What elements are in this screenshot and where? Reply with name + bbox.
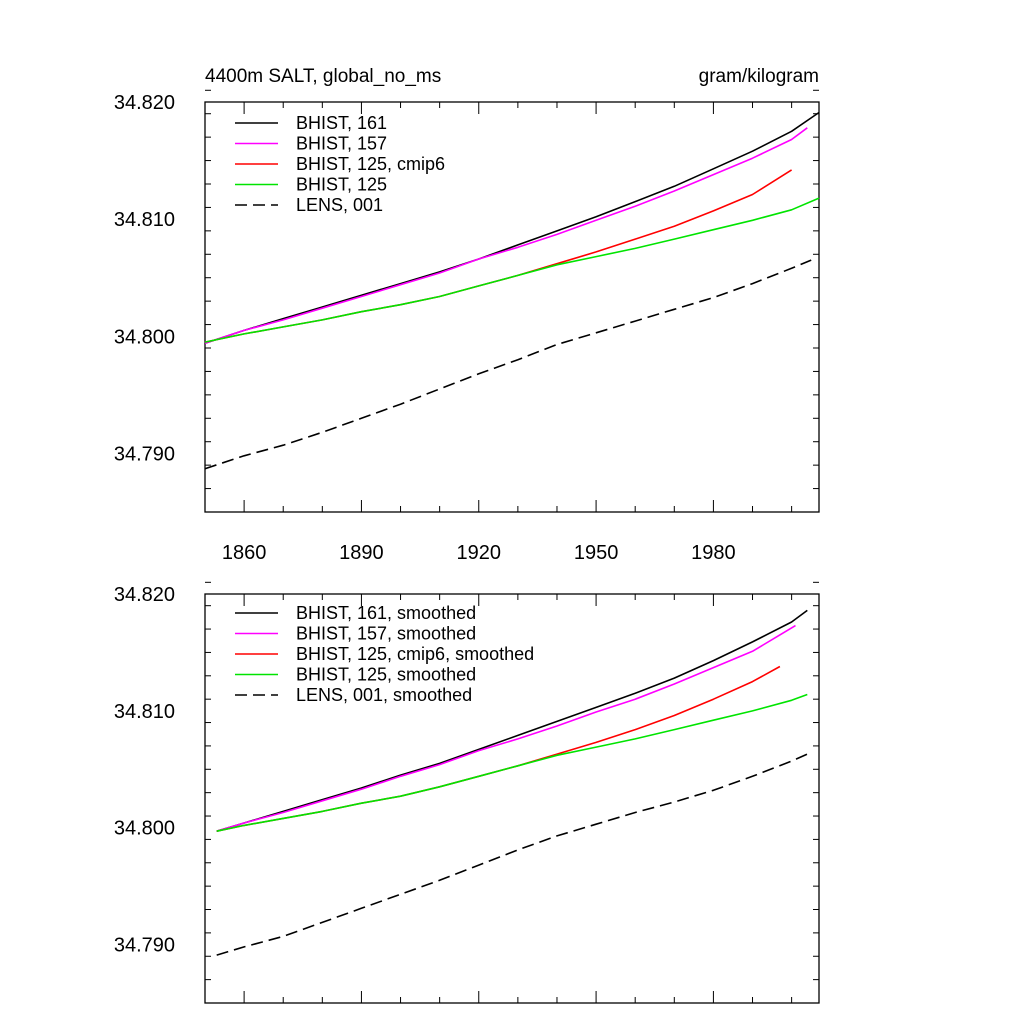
- top-plot-frame: [204, 101, 820, 513]
- series-line-0: [216, 609, 808, 832]
- y-tick-label: 34.810: [114, 209, 175, 231]
- legend-label: BHIST, 157: [296, 134, 387, 154]
- legend-label: BHIST, 125: [296, 175, 387, 195]
- y-tick-label: 34.800: [114, 818, 175, 840]
- legend-label: BHIST, 125, smoothed: [296, 665, 476, 685]
- bottom-plot-frame: [204, 593, 820, 1004]
- x-tick-label: 1950: [574, 542, 619, 564]
- legend-label: BHIST, 125, cmip6: [296, 154, 445, 174]
- x-tick-label: 1860: [222, 542, 267, 564]
- legend-label: BHIST, 161, smoothed: [296, 603, 476, 623]
- series-line-1: [216, 624, 796, 832]
- legend-label: LENS, 001: [296, 195, 383, 215]
- legend-label: BHIST, 157, smoothed: [296, 624, 476, 644]
- legend-label: BHIST, 161: [296, 113, 387, 133]
- y-tick-label: 34.800: [114, 326, 175, 348]
- series-line-4: [204, 259, 812, 470]
- legend-label: BHIST, 125, cmip6, smoothed: [296, 644, 534, 664]
- series-line-3: [204, 197, 820, 343]
- top-plot-title: 4400m SALT, global_no_ms: [205, 66, 441, 87]
- top-plot-panel: 4400m SALT, global_no_ms gram/kilogram 3…: [114, 66, 820, 564]
- x-tick-label: 1890: [339, 542, 384, 564]
- legend-label: LENS, 001, smoothed: [296, 685, 472, 705]
- y-tick-label: 34.810: [114, 701, 175, 723]
- series-line-4: [216, 753, 808, 956]
- bottom-plot-panel: 34.790 34.800 34.810 34.820 BHIST, 161, smo…: [114, 581, 820, 1004]
- top-plot-units: gram/kilogram: [699, 66, 819, 87]
- series-line-1: [204, 127, 808, 345]
- y-tick-label: 34.820: [114, 92, 175, 114]
- series-line-3: [216, 693, 808, 832]
- y-tick-label: 34.790: [114, 935, 175, 957]
- y-tick-label: 34.790: [114, 443, 175, 465]
- x-tick-label: 1980: [691, 542, 736, 564]
- y-tick-label: 34.820: [114, 584, 175, 606]
- series-line-0: [204, 111, 820, 345]
- x-tick-label: 1920: [457, 542, 502, 564]
